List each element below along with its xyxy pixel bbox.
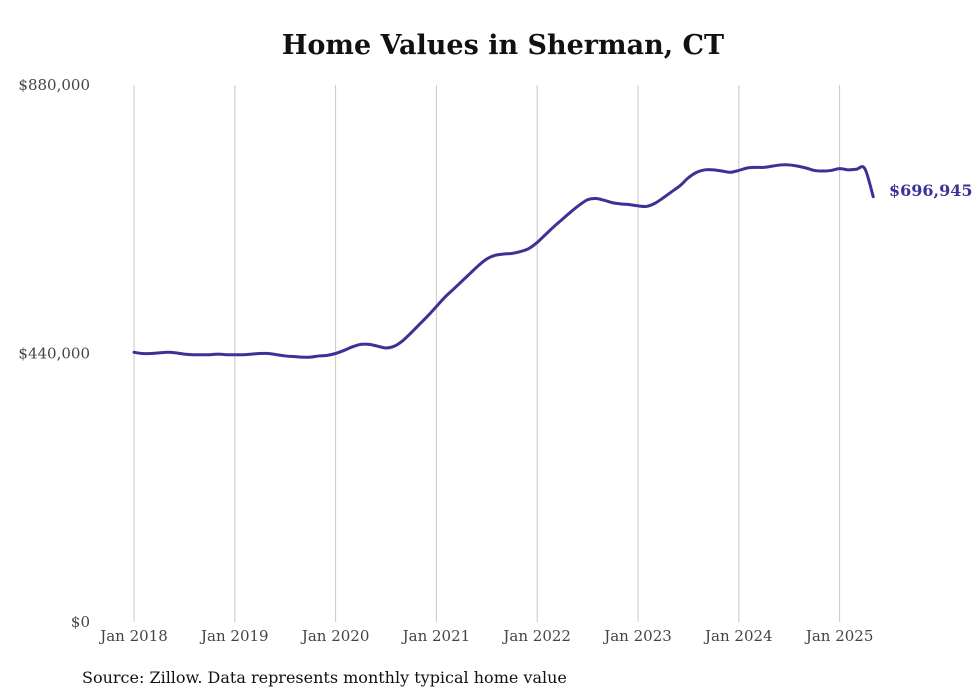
y-tick-label: $0 xyxy=(71,613,90,631)
y-axis: $0 $440,000 $880,000 xyxy=(18,76,90,631)
x-tick-label: Jan 2022 xyxy=(501,627,571,645)
chart-title: Home Values in Sherman, CT xyxy=(281,30,725,61)
end-value-label: $696,945 xyxy=(889,181,973,200)
x-tick-label: Jan 2020 xyxy=(300,627,370,645)
x-tick-label: Jan 2025 xyxy=(804,627,874,645)
y-tick-label: $440,000 xyxy=(18,345,90,363)
x-tick-label: Jan 2018 xyxy=(98,627,168,645)
x-tick-label: Jan 2019 xyxy=(199,627,269,645)
series-line xyxy=(132,163,875,359)
series-layer xyxy=(132,163,875,359)
x-tick-label: Jan 2021 xyxy=(401,627,471,645)
y-tick-label: $880,000 xyxy=(18,76,90,94)
end-label-layer: $696,945 xyxy=(889,181,973,200)
source-note: Source: Zillow. Data represents monthly … xyxy=(82,668,567,687)
x-tick-label: Jan 2023 xyxy=(602,627,672,645)
x-axis: Jan 2018 Jan 2019 Jan 2020 Jan 2021 Jan 2022… xyxy=(98,627,873,645)
x-tick-label: Jan 2024 xyxy=(703,627,773,645)
